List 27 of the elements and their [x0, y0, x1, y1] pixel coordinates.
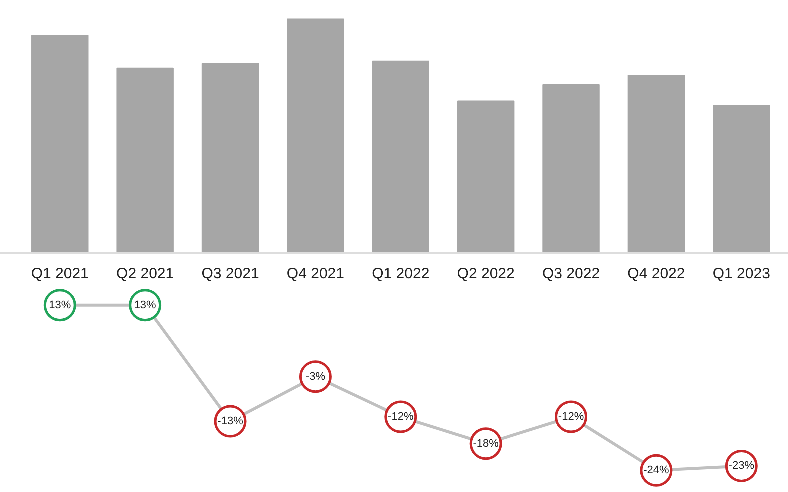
x-tick-label: Q3 2022: [542, 266, 600, 282]
data-label: 13%: [134, 299, 157, 312]
bar: [116, 68, 174, 254]
bar: [713, 105, 770, 254]
bar: [457, 100, 515, 254]
data-label: -23%: [728, 460, 755, 472]
data-label: 13%: [49, 299, 72, 312]
data-label: -13%: [218, 416, 244, 428]
x-tick-label: Q2 2021: [116, 266, 174, 282]
bar: [202, 63, 260, 254]
bar: [372, 60, 430, 254]
bar: [287, 18, 344, 254]
x-tick-label: Q1 2023: [712, 266, 770, 282]
data-label: -12%: [558, 411, 584, 424]
bar: [628, 74, 686, 254]
bar: [542, 84, 600, 254]
x-tick-label: Q3 2021: [202, 266, 260, 282]
x-tick-label: Q1 2021: [31, 266, 89, 282]
data-label: -24%: [644, 464, 670, 477]
x-tick-label: Q2 2022: [457, 266, 515, 282]
x-tick-label: Q4 2021: [286, 266, 344, 282]
x-tick-label: Q1 2022: [372, 266, 430, 282]
data-label: -18%: [473, 438, 500, 450]
data-label: -12%: [388, 411, 414, 424]
bar: [32, 35, 89, 254]
x-tick-label: Q4 2022: [628, 266, 686, 282]
data-label: -3%: [306, 370, 326, 383]
